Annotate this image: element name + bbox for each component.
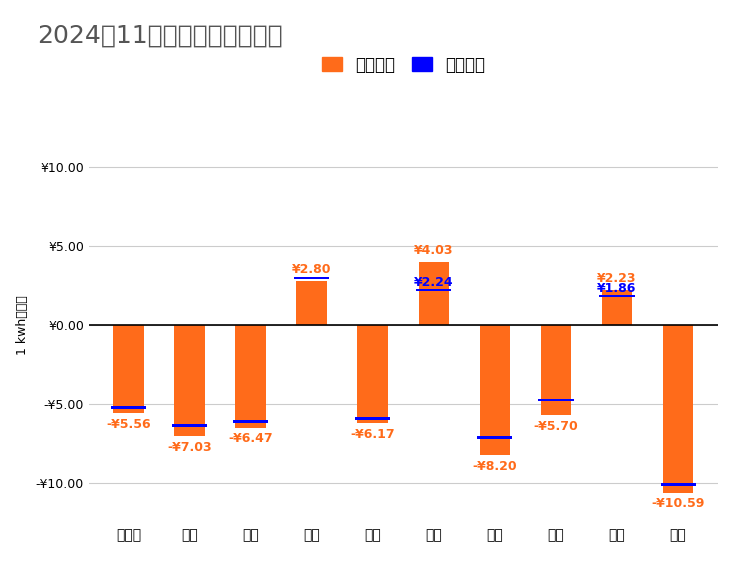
Text: -¥8.20: -¥8.20 <box>473 460 517 473</box>
Bar <box>417 289 451 292</box>
Text: -¥6.17: -¥6.17 <box>351 428 395 440</box>
Bar <box>477 436 513 439</box>
Bar <box>357 325 388 423</box>
Bar <box>419 261 449 325</box>
Bar <box>541 325 571 415</box>
Bar <box>599 295 635 297</box>
Text: -¥7.03: -¥7.03 <box>167 441 212 454</box>
Bar <box>235 325 266 428</box>
Text: ¥4.03: ¥4.03 <box>414 244 454 257</box>
Bar <box>661 483 696 486</box>
Text: ¥2.80: ¥2.80 <box>292 263 332 277</box>
Bar <box>355 417 390 420</box>
Bar <box>602 290 632 325</box>
Bar <box>663 325 693 493</box>
Bar <box>111 407 146 409</box>
Text: ¥2.23: ¥2.23 <box>597 272 637 285</box>
Bar <box>113 325 144 413</box>
Bar <box>294 277 329 279</box>
Text: -¥5.70: -¥5.70 <box>534 420 579 433</box>
Y-axis label: 1 kwhあたり: 1 kwhあたり <box>16 296 29 355</box>
Bar <box>233 420 268 423</box>
Bar <box>172 424 207 427</box>
Bar <box>175 325 205 436</box>
Text: -¥6.47: -¥6.47 <box>229 432 273 446</box>
Bar <box>480 325 510 455</box>
Text: ¥2.24: ¥2.24 <box>414 276 454 289</box>
Bar <box>297 281 327 325</box>
Text: -¥10.59: -¥10.59 <box>651 497 704 511</box>
Text: 2024年11月の燃料費調整単価: 2024年11月の燃料費調整単価 <box>37 23 283 47</box>
Bar <box>539 399 574 401</box>
Text: -¥5.56: -¥5.56 <box>106 418 151 431</box>
Legend: 自由料金, 規制料金: 自由料金, 規制料金 <box>315 49 491 81</box>
Text: ¥1.86: ¥1.86 <box>597 282 636 295</box>
